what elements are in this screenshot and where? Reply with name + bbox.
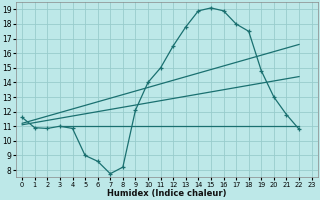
X-axis label: Humidex (Indice chaleur): Humidex (Indice chaleur) xyxy=(107,189,227,198)
